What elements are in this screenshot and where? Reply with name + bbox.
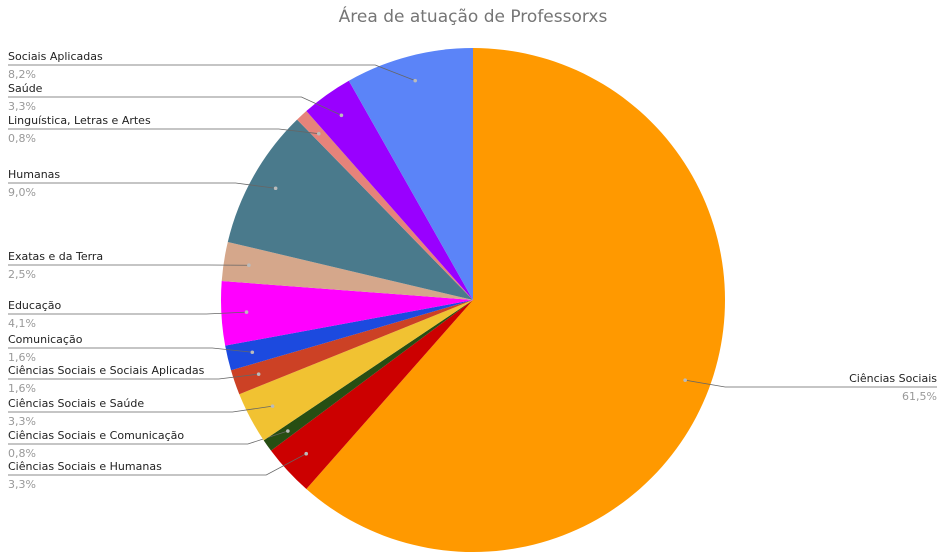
pie-slice (297, 110, 473, 300)
leader-dot (270, 404, 275, 408)
slice-label: Saúde (8, 82, 43, 95)
slice-value: 8,2% (8, 68, 36, 81)
leader-dot (304, 451, 309, 456)
leader-dot (683, 378, 687, 382)
leader-line (8, 430, 288, 445)
leader-dot (286, 429, 290, 433)
leader-line (8, 373, 259, 380)
slice-value: 3,3% (8, 478, 36, 491)
slice-value: 0,8% (8, 447, 36, 460)
pie-slice (221, 241, 473, 300)
slice-value: 61,5% (902, 390, 937, 403)
leader-line (8, 311, 247, 315)
leader-dot (250, 350, 255, 355)
slice-value: 3,3% (8, 100, 36, 113)
slice-label: Linguística, Letras e Artes (8, 114, 151, 127)
leader-dot (256, 372, 261, 376)
slice-label: Humanas (8, 168, 60, 181)
slice-value: 1,6% (8, 351, 36, 364)
leader-line (8, 64, 416, 82)
slice-value: 2,5% (8, 268, 36, 281)
slice-label: Ciências Sociais e Humanas (8, 460, 162, 473)
slice-label: Ciências Sociais e Sociais Aplicadas (8, 364, 205, 377)
slice-label: Exatas e da Terra (8, 250, 103, 263)
slice-label: Educação (8, 299, 61, 312)
leader-dot (339, 113, 344, 118)
pie-slice (306, 80, 473, 301)
leader-line (8, 453, 307, 476)
slice-label: Ciências Sociais e Saúde (8, 397, 144, 410)
leader-line (8, 96, 342, 116)
pie-slice (271, 300, 473, 490)
slice-value: 3,3% (8, 415, 36, 428)
slice-label: Ciências Sociais e Comunicação (8, 429, 184, 442)
slice-value: 9,0% (8, 186, 36, 199)
leader-dot (273, 186, 278, 191)
leader-line (8, 405, 273, 413)
leader-line (8, 182, 276, 189)
pie-slice (221, 281, 473, 346)
pie-slice (225, 300, 473, 371)
pie-slice (227, 119, 473, 300)
pie-slice (348, 48, 473, 300)
slice-value: 4,1% (8, 317, 36, 330)
slice-value: 0,8% (8, 132, 36, 145)
slice-value: 1,6% (8, 382, 36, 395)
pie-slice (263, 300, 473, 451)
slice-label: Comunicação (8, 333, 83, 346)
leader-dot (316, 131, 321, 136)
slice-label: Ciências Sociais (849, 372, 937, 385)
leader-dot (247, 263, 251, 268)
slice-label: Sociais Aplicadas (8, 50, 103, 63)
pie-slice (239, 300, 473, 441)
chart-title: Área de atuação de Professorxs (339, 5, 608, 27)
leader-line (8, 128, 319, 135)
pie-slice (306, 48, 725, 552)
leader-line (8, 347, 253, 353)
leader-dot (413, 78, 418, 83)
leader-line (685, 379, 937, 388)
pie-slice (231, 300, 473, 395)
leader-dot (244, 310, 249, 314)
